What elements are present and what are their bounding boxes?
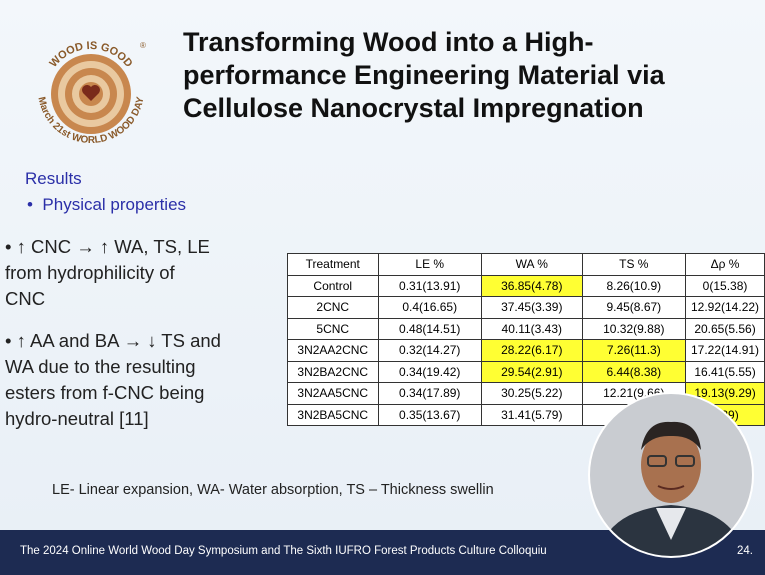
bullet-text: ↑ AA and BA → ↓ TS and [16,330,221,351]
bullet-text: esters from f-CNC being [5,382,205,403]
table-cell: 30.25(5.22) [480,382,583,405]
table-cell: 0.34(17.89) [377,382,482,405]
header-cell: Δρ % [685,253,765,276]
title-line: performance Engineering Material via [183,60,665,90]
table-cell: 6.44(8.38) [581,360,687,383]
bullet-line: hydro-neutral [11] [5,406,221,432]
table-cell: 16.41(5.55) [685,360,765,383]
table-cell: 3N2BA2CNC [287,360,379,383]
bullet-line: esters from f-CNC being [5,380,221,406]
table-cell: 0.48(14.51) [377,317,482,340]
table-cell: 10.32(9.88) [581,317,687,340]
table-cell: 2CNC [287,296,379,319]
table-cell: 29.54(2.91) [480,360,583,383]
table-row: 3N2BA2CNC 0.34(19.42) 29.54(2.91) 6.44(8.38… [287,360,765,383]
table-cell: 0.4(16.65) [377,296,482,319]
bullet-line: • ↑ CNC → ↑ WA, TS, LE [5,236,210,257]
table-cell: 8.26(10.9) [581,274,687,297]
bullet: • ↑ CNC → ↑ WA, TS, LE from hydrophilicit… [5,234,210,312]
table-cell: 7.26(11.3) [581,339,687,362]
bullet: • ↑ AA and BA → ↓ TS and WA due to the re… [5,328,221,432]
title: Transforming Wood into a High-performanc… [183,26,665,125]
table-cell: 20.65(5.56) [685,317,765,340]
table-row: 3N2AA5CNC 0.34(17.89) 30.25(5.22) 12.21(9.6… [287,382,765,405]
footer-text-end: 24. [737,545,753,557]
table-cell: 0.35(13.67) [377,403,482,426]
table-cell: 0.34(19.42) [377,360,482,383]
header-row: Treatment LE % WA % TS % Δρ % [287,253,765,276]
table-cell: 36.85(4.78) [480,274,583,297]
table-cell: 37.45(3.39) [480,296,583,319]
table-row: 5CNC 0.48(14.51) 40.11(3.43) 10.32(9.88) 20.… [287,317,765,340]
subheading-text: Physical properties [42,195,187,214]
table-cell: 0.31(13.91) [377,274,482,297]
table-cell: 0.32(14.27) [377,339,482,362]
table-cell: 3N2BA5CNC [287,403,379,426]
section-heading: Results [25,169,82,188]
speaker-video [588,392,754,558]
bullet-line: • ↑ AA and BA → ↓ TS and [5,330,221,351]
logo-heart [82,85,100,101]
table-cell: 28.22(6.17) [480,339,583,362]
bullet-line: CNC [5,286,210,312]
bullet-text: hydro-neutral [11] [5,408,149,429]
bullet-line: from hydrophilicity of [5,260,210,286]
table-cell: 3N2AA2CNC [287,339,379,362]
table-cell: Control [287,274,379,297]
table-cell: 31.41(5.79) [480,403,583,426]
bullet-text: from hydrophilicity of [5,262,175,283]
section-subheading: • Physical properties [27,195,187,214]
footer-text: The 2024 Online World Wood Day Symposium… [20,545,547,557]
logo-mark: ® [140,41,146,50]
table-cell: 12.92(14.22) [685,296,765,319]
table-cell: 0(15.38) [685,274,765,297]
table-cell: 40.11(3.43) [480,317,583,340]
title-line: Transforming Wood into a High- [183,27,594,57]
bullet-text: ↑ CNC → ↑ WA, TS, LE [16,236,210,257]
table-row: Control 0.31(13.91) 36.85(4.78) 8.26(10.9) 0… [287,274,765,297]
header-cell: TS % [581,253,687,276]
header-cell: WA % [480,253,583,276]
table-row: 2CNC 0.4(16.65) 37.45(3.39) 9.45(8.67) 12.92… [287,296,765,319]
bullet-text: WA due to the resulting [5,356,196,377]
table-cell: 3N2AA5CNC [287,382,379,405]
bullet-line: WA due to the resulting [5,354,221,380]
header-cell: LE % [377,253,482,276]
title-line: Cellulose Nanocrystal Impregnation [183,93,644,123]
table-row: 3N2AA2CNC 0.32(14.27) 28.22(6.17) 7.26(11.3… [287,339,765,362]
logo: WOOD IS GOOD ® March 21st WORLD WOOD DAY [35,40,146,146]
bullet-text: CNC [5,288,46,309]
footnote: LE- Linear expansion, WA- Water absorpti… [52,482,494,498]
table-cell: 19.13(9.29) [685,382,765,405]
table-cell: 5CNC [287,317,379,340]
header-cell: Treatment [287,253,379,276]
table-cell: 9.45(8.67) [581,296,687,319]
table-cell: 17.22(14.91) [685,339,765,362]
